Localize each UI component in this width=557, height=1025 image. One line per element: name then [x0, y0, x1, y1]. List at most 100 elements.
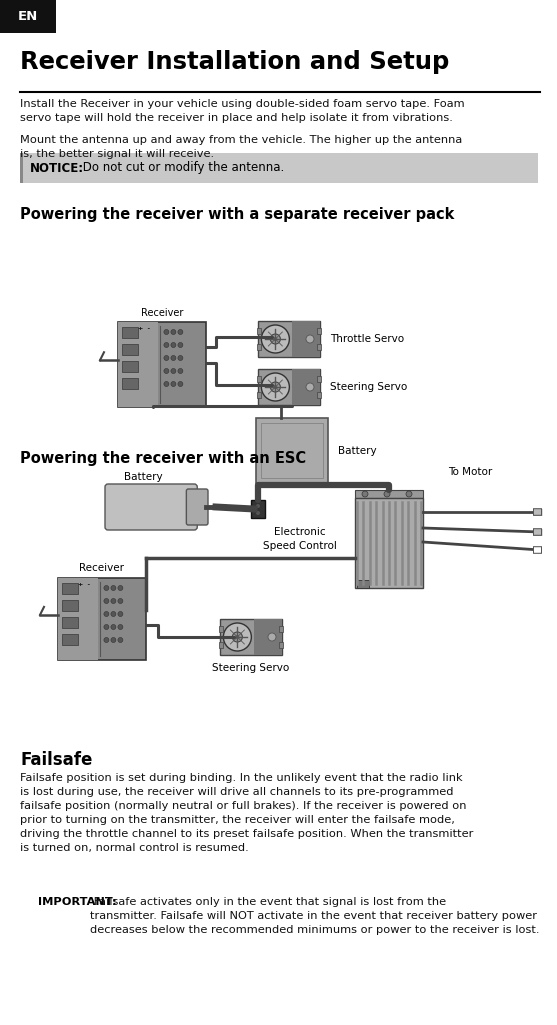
Circle shape	[232, 632, 242, 642]
Text: Receiver: Receiver	[80, 563, 125, 573]
FancyBboxPatch shape	[62, 634, 78, 645]
FancyBboxPatch shape	[292, 369, 320, 405]
Circle shape	[164, 369, 169, 373]
Text: Install the Receiver in your vehicle using double-sided foam servo tape. Foam
se: Install the Receiver in your vehicle usi…	[20, 99, 465, 123]
FancyBboxPatch shape	[58, 578, 97, 660]
Text: Powering the receiver with a separate receiver pack: Powering the receiver with a separate re…	[20, 207, 455, 222]
FancyBboxPatch shape	[256, 418, 328, 483]
Circle shape	[104, 612, 109, 616]
Circle shape	[178, 342, 183, 347]
FancyBboxPatch shape	[355, 490, 423, 498]
FancyBboxPatch shape	[258, 321, 320, 357]
Circle shape	[261, 373, 289, 401]
Circle shape	[118, 638, 123, 643]
Text: To Motor: To Motor	[448, 467, 492, 477]
Circle shape	[362, 491, 368, 497]
FancyBboxPatch shape	[279, 642, 283, 648]
Circle shape	[118, 585, 123, 590]
Text: EN: EN	[18, 10, 38, 24]
Circle shape	[171, 356, 176, 361]
Circle shape	[261, 325, 289, 353]
FancyBboxPatch shape	[122, 344, 138, 355]
Circle shape	[306, 383, 314, 391]
FancyBboxPatch shape	[58, 578, 146, 660]
Text: Powering the receiver with an ESC: Powering the receiver with an ESC	[20, 451, 306, 466]
Circle shape	[406, 491, 412, 497]
Circle shape	[256, 511, 260, 515]
Bar	[20, 153, 23, 183]
Circle shape	[178, 381, 183, 386]
Text: IMPORTANT:: IMPORTANT:	[38, 897, 117, 907]
Circle shape	[164, 329, 169, 334]
FancyBboxPatch shape	[257, 392, 261, 398]
Circle shape	[171, 369, 176, 373]
Circle shape	[111, 612, 116, 616]
Circle shape	[273, 385, 277, 390]
FancyBboxPatch shape	[62, 600, 78, 611]
Circle shape	[178, 369, 183, 373]
Circle shape	[111, 599, 116, 604]
Circle shape	[104, 585, 109, 590]
Circle shape	[171, 329, 176, 334]
Circle shape	[268, 633, 276, 641]
Circle shape	[118, 612, 123, 616]
Text: Mount the antenna up and away from the vehicle. The higher up the antenna
is, th: Mount the antenna up and away from the v…	[20, 135, 462, 159]
Text: +  -: + -	[79, 582, 90, 587]
Text: Throttle Servo: Throttle Servo	[330, 334, 404, 344]
Text: Steering Servo: Steering Servo	[330, 382, 407, 392]
Circle shape	[178, 356, 183, 361]
Circle shape	[273, 337, 277, 341]
Text: Do not cut or modify the antenna.: Do not cut or modify the antenna.	[79, 162, 284, 174]
FancyBboxPatch shape	[219, 642, 223, 648]
FancyBboxPatch shape	[20, 153, 538, 183]
Circle shape	[111, 638, 116, 643]
FancyBboxPatch shape	[187, 489, 208, 525]
Text: Failsafe: Failsafe	[20, 751, 92, 769]
FancyBboxPatch shape	[261, 423, 323, 478]
Text: +  -: + -	[138, 326, 150, 331]
FancyBboxPatch shape	[118, 322, 206, 407]
Text: Electronic
Speed Control: Electronic Speed Control	[263, 528, 337, 550]
FancyBboxPatch shape	[258, 369, 320, 405]
FancyBboxPatch shape	[62, 617, 78, 628]
Text: Receiver: Receiver	[141, 308, 183, 318]
Circle shape	[104, 599, 109, 604]
FancyBboxPatch shape	[62, 583, 78, 594]
Text: Receiver Installation and Setup: Receiver Installation and Setup	[20, 50, 449, 74]
Text: Failsafe position is set during binding. In the unlikely event that the radio li: Failsafe position is set during binding.…	[20, 773, 473, 853]
FancyBboxPatch shape	[279, 626, 283, 632]
Circle shape	[270, 334, 280, 344]
Circle shape	[104, 638, 109, 643]
FancyBboxPatch shape	[317, 376, 321, 382]
FancyBboxPatch shape	[317, 344, 321, 350]
Circle shape	[171, 342, 176, 347]
Text: Failsafe activates only in the event that signal is lost from the
transmitter. F: Failsafe activates only in the event tha…	[90, 897, 540, 935]
FancyBboxPatch shape	[257, 328, 261, 334]
Circle shape	[171, 381, 176, 386]
Circle shape	[384, 491, 390, 497]
Circle shape	[270, 382, 280, 392]
Text: Battery: Battery	[124, 472, 162, 482]
Bar	[0, 0, 56, 33]
FancyBboxPatch shape	[292, 321, 320, 357]
Text: Steering Servo: Steering Servo	[212, 663, 290, 673]
Circle shape	[104, 624, 109, 629]
FancyBboxPatch shape	[220, 619, 282, 655]
Text: Battery: Battery	[338, 446, 377, 456]
Text: NOTICE:: NOTICE:	[30, 162, 84, 174]
Circle shape	[178, 329, 183, 334]
Circle shape	[111, 624, 116, 629]
Circle shape	[164, 342, 169, 347]
Circle shape	[164, 356, 169, 361]
Circle shape	[111, 585, 116, 590]
Circle shape	[306, 335, 314, 343]
FancyBboxPatch shape	[254, 619, 282, 655]
FancyBboxPatch shape	[355, 498, 423, 588]
FancyBboxPatch shape	[118, 322, 158, 407]
Circle shape	[118, 624, 123, 629]
Circle shape	[236, 636, 240, 639]
FancyBboxPatch shape	[122, 361, 138, 372]
Circle shape	[256, 504, 260, 508]
FancyBboxPatch shape	[105, 484, 197, 530]
Circle shape	[164, 381, 169, 386]
